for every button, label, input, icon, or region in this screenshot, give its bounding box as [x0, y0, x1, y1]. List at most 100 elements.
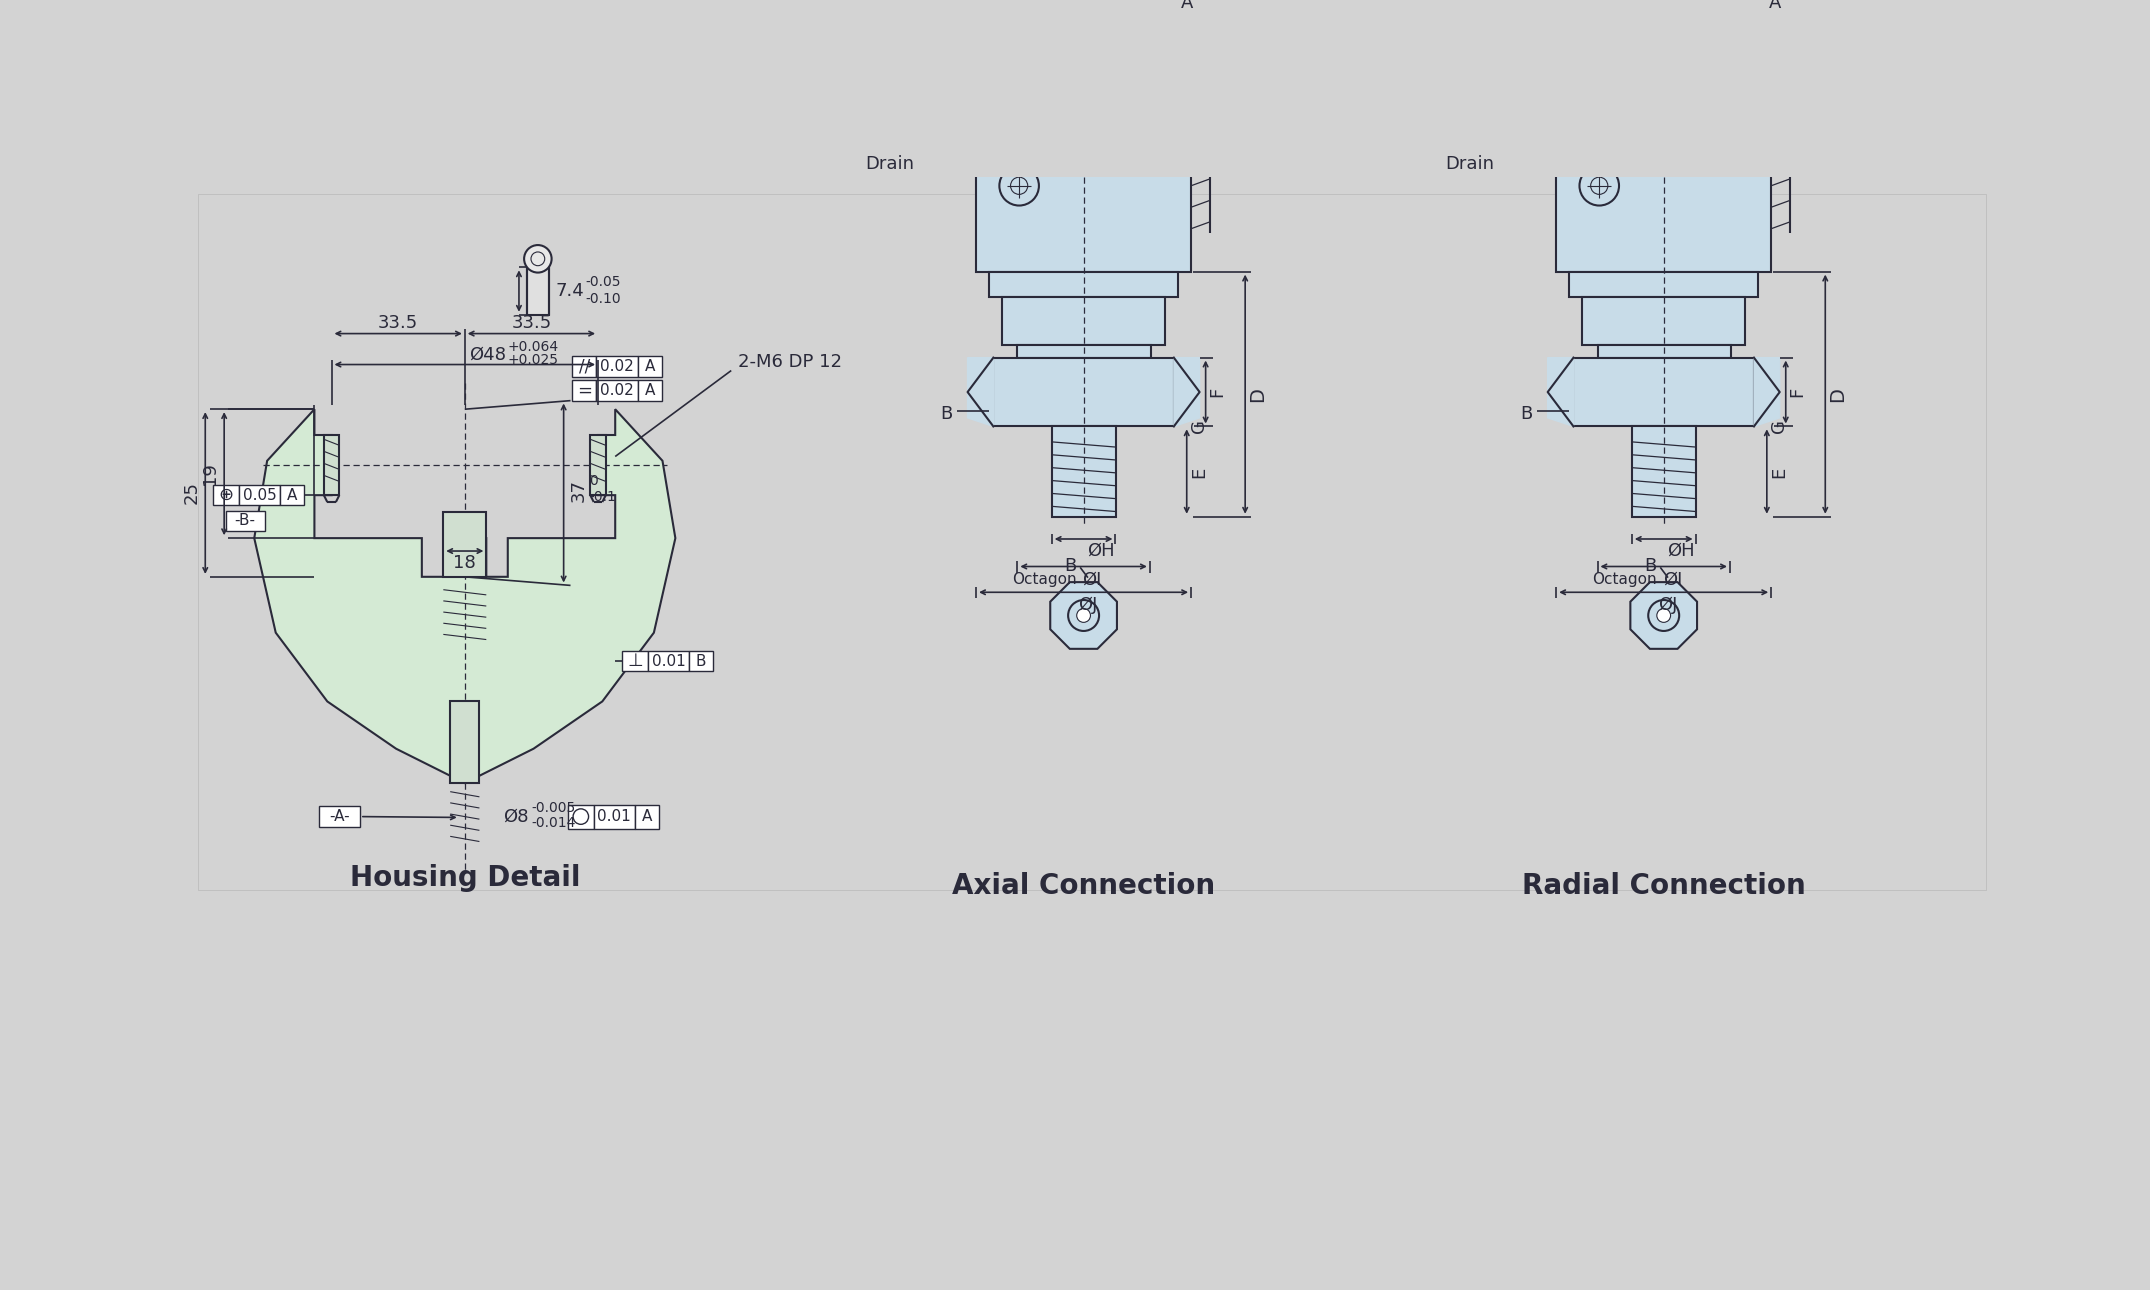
Bar — [239, 485, 280, 506]
Bar — [690, 650, 714, 671]
Bar — [1570, 272, 1759, 298]
Text: -0.005: -0.005 — [531, 801, 576, 815]
Bar — [318, 806, 359, 827]
Text: 0.01: 0.01 — [598, 809, 632, 824]
Text: -0.10: -0.10 — [585, 293, 621, 306]
Text: B: B — [1520, 405, 1533, 423]
Text: 7.4: 7.4 — [555, 283, 585, 301]
Polygon shape — [1049, 582, 1118, 649]
Text: G: G — [1769, 419, 1789, 433]
Text: 33.5: 33.5 — [512, 315, 553, 333]
Text: D: D — [1247, 387, 1266, 402]
Text: F: F — [1208, 387, 1226, 397]
Polygon shape — [1174, 357, 1200, 427]
Bar — [596, 356, 639, 377]
Text: 37: 37 — [570, 480, 589, 502]
Text: +0.064: +0.064 — [507, 341, 559, 355]
Text: -0.1: -0.1 — [589, 490, 617, 504]
Bar — [572, 356, 596, 377]
Text: ØC: ØC — [1071, 0, 1096, 3]
Text: ØH: ØH — [1088, 542, 1114, 560]
Text: A: A — [1769, 0, 1782, 12]
Text: ØJ: ØJ — [1658, 596, 1677, 614]
Text: A: A — [643, 809, 651, 824]
Text: //: // — [578, 357, 589, 375]
Polygon shape — [254, 409, 675, 783]
Bar — [1051, 427, 1116, 517]
Bar — [1632, 427, 1696, 517]
Text: Radial Connection: Radial Connection — [1522, 872, 1806, 900]
Bar — [639, 356, 662, 377]
Text: -A-: -A- — [329, 809, 350, 824]
Bar — [591, 435, 606, 495]
Text: E: E — [1189, 466, 1208, 477]
Text: -0.05: -0.05 — [585, 275, 621, 289]
Bar — [325, 435, 340, 495]
Bar — [1041, 35, 1127, 99]
Bar — [280, 485, 303, 506]
Bar — [1557, 99, 1772, 272]
Polygon shape — [1630, 582, 1696, 649]
Bar — [634, 805, 660, 828]
Text: D: D — [1828, 387, 1847, 402]
Bar — [449, 702, 479, 783]
Text: 33.5: 33.5 — [378, 315, 419, 333]
Text: 2-M6 DP 12: 2-M6 DP 12 — [737, 353, 843, 372]
Polygon shape — [968, 357, 993, 427]
Text: Drain: Drain — [864, 155, 914, 173]
Bar — [443, 512, 486, 577]
Bar — [568, 805, 593, 828]
Bar — [976, 99, 1191, 272]
Text: ⊕: ⊕ — [219, 486, 234, 504]
Text: G: G — [1189, 419, 1208, 433]
Text: F: F — [1789, 387, 1806, 397]
Bar — [527, 267, 548, 315]
Bar — [989, 272, 1178, 298]
Polygon shape — [1548, 357, 1574, 427]
Polygon shape — [1754, 357, 1780, 427]
Circle shape — [525, 245, 553, 272]
Text: 0.02: 0.02 — [600, 383, 634, 397]
Text: A: A — [286, 488, 297, 503]
Text: ØI: ØI — [1662, 570, 1681, 588]
Text: 0.02: 0.02 — [600, 359, 634, 374]
Bar — [647, 650, 690, 671]
Bar — [198, 195, 1987, 890]
Text: A: A — [1180, 0, 1193, 12]
Text: ⊥: ⊥ — [628, 651, 643, 670]
Text: ØC: ØC — [1651, 0, 1677, 3]
Bar — [993, 357, 1174, 427]
Text: 25: 25 — [183, 481, 200, 504]
Bar — [213, 485, 239, 506]
Text: E: E — [1769, 466, 1789, 477]
Text: Drain: Drain — [1445, 155, 1494, 173]
Bar — [639, 381, 662, 401]
Text: +0.025: +0.025 — [507, 353, 559, 368]
Text: Housing Detail: Housing Detail — [350, 863, 580, 891]
Bar — [1017, 344, 1150, 357]
Bar — [1597, 344, 1731, 357]
Bar — [621, 650, 647, 671]
Text: =: = — [576, 382, 591, 400]
Text: 19: 19 — [202, 462, 219, 485]
Bar — [572, 381, 596, 401]
Circle shape — [1077, 609, 1090, 622]
Text: 0: 0 — [589, 473, 598, 488]
Text: B: B — [697, 654, 707, 668]
Text: Axial Connection: Axial Connection — [952, 872, 1215, 900]
Bar — [596, 381, 639, 401]
Bar — [1002, 298, 1165, 344]
Bar — [1582, 298, 1746, 344]
Bar — [593, 805, 634, 828]
Text: Octagon: Octagon — [1593, 571, 1658, 587]
Text: A: A — [645, 359, 656, 374]
Text: -B-: -B- — [234, 513, 256, 529]
Bar — [226, 511, 264, 531]
Text: A: A — [645, 383, 656, 397]
Text: B: B — [1645, 557, 1658, 574]
Text: B: B — [1064, 557, 1077, 574]
Text: Ø48: Ø48 — [469, 346, 505, 364]
Bar — [1621, 35, 1707, 99]
Text: 18: 18 — [454, 555, 475, 571]
Text: ØJ: ØJ — [1077, 596, 1099, 614]
